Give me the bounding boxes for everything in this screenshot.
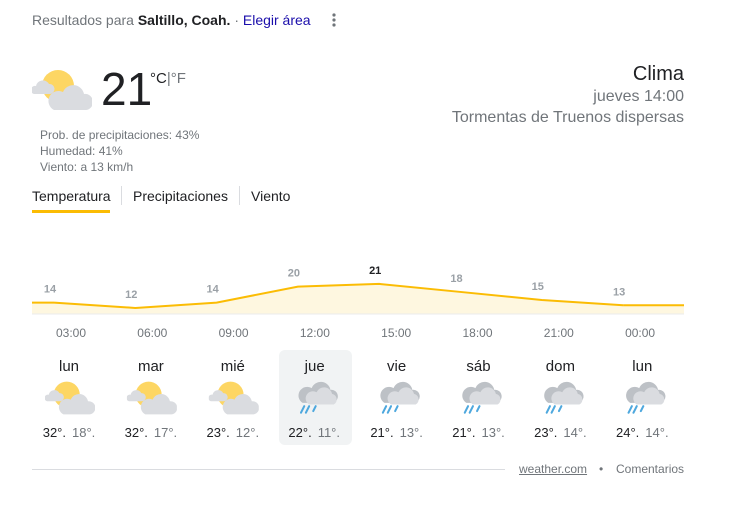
day[interactable]: lun 24°. 14°.: [616, 358, 669, 440]
location: Saltillo, Coah.: [137, 12, 231, 28]
time-label: 21:00: [544, 326, 574, 340]
detail: Humedad: 41%: [40, 144, 123, 158]
day-name: dom: [546, 358, 575, 375]
unit-separator: |: [166, 70, 171, 87]
separator: ·: [234, 12, 239, 28]
source-link[interactable]: weather.com: [519, 462, 588, 476]
change-area[interactable]: Elegir área: [242, 12, 311, 28]
tab[interactable]: Precipitaciones: [133, 188, 228, 204]
time-label: 18:00: [462, 326, 492, 340]
feedback-link[interactable]: Comentarios: [616, 462, 685, 476]
temperature-label: 20: [288, 268, 300, 280]
detail: Prob. de precipitaciones: 43%: [40, 128, 200, 142]
tab[interactable]: Viento: [251, 188, 291, 204]
day-name: sáb: [466, 358, 490, 375]
temperature-label: 13: [613, 286, 625, 298]
day[interactable]: vie 21°. 13°.: [370, 358, 423, 440]
temperature-line: [53, 282, 624, 309]
day[interactable]: jue 22°. 11°.: [288, 358, 340, 440]
condition: Tormentas de Truenos dispersas: [451, 109, 684, 126]
low: 12°.: [236, 425, 259, 440]
detail: Viento: a 13 km/h: [40, 160, 134, 174]
time: jueves 14:00: [593, 88, 684, 105]
temperature-label: 15: [532, 281, 544, 293]
footer-separator: •: [599, 462, 604, 476]
details: Prob. de precipitaciones: 43% Humedad: 4…: [40, 127, 199, 175]
day[interactable]: mar 32°. 17°.: [125, 358, 178, 440]
day-name: mié: [221, 358, 245, 375]
low: 13°.: [482, 425, 505, 440]
menu-dots[interactable]: [332, 13, 336, 27]
time-label: 09:00: [219, 326, 249, 340]
day-icon: [208, 381, 259, 415]
tab[interactable]: Temperatura: [32, 188, 111, 204]
day-name: vie: [387, 358, 406, 375]
high: 32°.: [125, 425, 148, 440]
summary: Clima jueves 14:00 Tormentas de Truenos …: [452, 62, 684, 128]
day-name: lun: [59, 358, 79, 375]
high: 23°.: [534, 425, 557, 440]
day-name: lun: [632, 358, 652, 375]
low: 14°.: [563, 425, 586, 440]
low: 14°.: [645, 425, 668, 440]
low: 17°.: [154, 425, 177, 440]
daily-forecast: lun 32°. 18°. mar 32°. 17°. mié 23°. 12°. jue 22°.…: [43, 358, 669, 440]
search-header: Resultados para Saltillo, Coah. · Elegir…: [32, 12, 311, 28]
high: 21°.: [370, 425, 393, 440]
time-label: 03:00: [56, 326, 86, 340]
time-label: 00:00: [625, 326, 655, 340]
temperature-label: 18: [450, 273, 462, 285]
temperature-area: [32, 283, 684, 314]
units: °C|°F: [150, 70, 186, 87]
temperature-label: 21: [369, 265, 381, 277]
day[interactable]: dom 23°. 14°.: [534, 358, 587, 440]
temperature-label: 14: [206, 284, 219, 296]
day[interactable]: sáb 21°. 13°.: [452, 358, 505, 440]
current-icon: [32, 70, 92, 110]
low: 13°.: [400, 425, 423, 440]
temperature: 21: [101, 63, 153, 115]
day[interactable]: lun 32°. 18°.: [43, 358, 96, 440]
hourly-chart: 14 03:00 12 06:00 14 09:00 20 12:00 21 15:00 18 18:…: [32, 265, 684, 340]
title: Clima: [632, 63, 684, 85]
day-icon: [45, 381, 95, 415]
edge-line: [32, 301, 684, 307]
day-name: jue: [304, 358, 325, 375]
tab-indicator: [32, 210, 110, 213]
prefix: Resultados para: [32, 12, 134, 28]
high: 32°.: [43, 425, 66, 440]
high: 22°.: [288, 425, 311, 440]
day-icon: [543, 380, 585, 414]
low: 11°.: [318, 425, 340, 440]
time-label: 15:00: [381, 326, 411, 340]
low: 18°.: [72, 425, 95, 440]
day-icon: [379, 380, 421, 414]
high: 21°.: [452, 425, 475, 440]
temperature-label: 14: [44, 284, 57, 296]
high: 24°.: [616, 425, 639, 440]
time-label: 12:00: [300, 326, 330, 340]
unit-f[interactable]: °F: [170, 70, 186, 87]
day[interactable]: mié 23°. 12°.: [207, 358, 260, 440]
day-icon: [625, 380, 667, 414]
day-icon: [126, 381, 177, 415]
high: 23°.: [207, 425, 230, 440]
time-label: 06:00: [137, 326, 167, 340]
day-name: mar: [138, 358, 164, 375]
day-icon: [461, 380, 503, 414]
temperature-label: 12: [125, 289, 137, 301]
unit-c[interactable]: °C: [150, 70, 167, 87]
